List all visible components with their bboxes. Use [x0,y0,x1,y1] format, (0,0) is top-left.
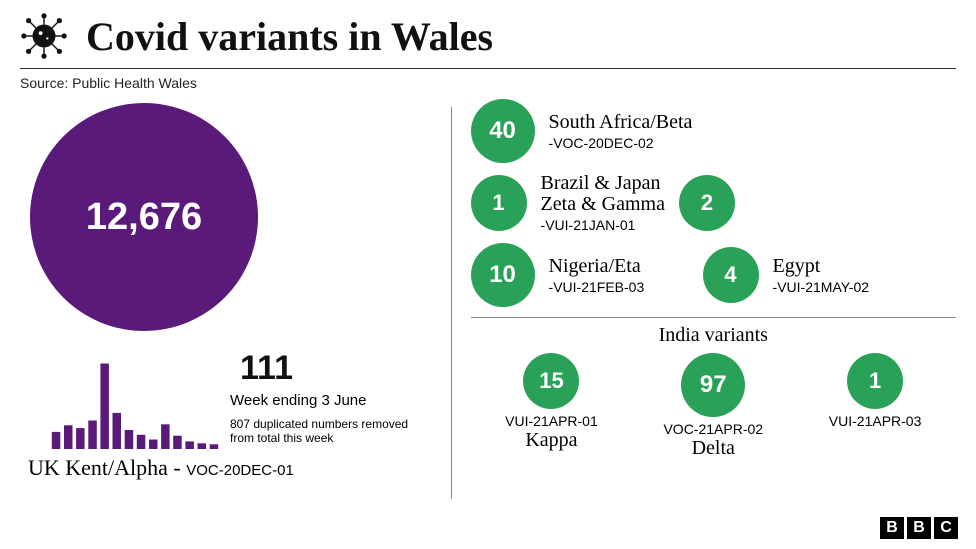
dedup-note: 807 duplicated numbers removed from tota… [230,417,410,446]
india-delta: 97 VOC-21APR-02 Delta [633,353,793,460]
page-title: Covid variants in Wales [86,13,493,60]
week-label: Week ending 3 June [230,392,410,409]
alpha-name: UK Kent/Alpha [28,455,168,480]
beta-code: -VOC-20DEC-02 [549,135,693,151]
body: 12,676 111 Week ending 3 June 807 duplic… [20,99,956,529]
zeta-code: -VUI-21JAN-01 [541,217,665,233]
variant-zeta-gamma: 1 Brazil & Japan Zeta & Gamma -VUI-21JAN… [471,173,956,233]
bars-row: 111 Week ending 3 June 807 duplicated nu… [20,349,441,449]
source-label: Source: Public Health Wales [20,75,956,91]
beta-circle: 40 [471,99,535,163]
zeta-name-l2: Zeta & Gamma [541,194,665,215]
delta-name: Delta [692,437,735,460]
left-panel: 12,676 111 Week ending 3 June 807 duplic… [20,99,451,529]
bbc-logo: B B C [880,517,958,539]
header: Covid variants in Wales [20,12,956,69]
alpha-code: VOC-20DEC-01 [186,462,294,479]
egypt-code: -VUI-21MAY-02 [773,279,869,295]
eta-name: Nigeria/Eta [549,256,689,277]
kappa-code: VUI-21APR-01 [505,413,598,429]
india-row: 15 VUI-21APR-01 Kappa 97 VOC-21APR-02 De… [471,353,956,460]
delta-circle: 97 [681,353,745,417]
delta-code: VOC-21APR-02 [663,421,763,437]
gamma-circle: 2 [679,175,735,231]
egypt-circle: 4 [703,247,759,303]
zeta-circle: 1 [471,175,527,231]
variant-eta-egypt: 10 Nigeria/Eta -VUI-21FEB-03 4 Egypt -VU… [471,243,956,307]
bbc-c: C [934,517,958,539]
kappa-name: Kappa [525,429,577,452]
week-value: 111 [240,349,410,388]
infographic-container: Covid variants in Wales Source: Public H… [0,0,976,549]
india3-code: VUI-21APR-03 [829,413,922,429]
eta-code: -VUI-21FEB-03 [549,279,689,295]
bbc-b2: B [907,517,931,539]
right-panel: 40 South Africa/Beta -VOC-20DEC-02 1 Bra… [451,99,956,529]
virus-icon [20,12,68,60]
india-divider [471,317,956,318]
alpha-count-value: 12,676 [86,196,202,239]
kappa-circle: 15 [523,353,579,409]
weekly-bar-chart [50,349,220,449]
india-third: 1 VUI-21APR-03 [795,353,955,460]
eta-circle: 10 [471,243,535,307]
india-kappa: 15 VUI-21APR-01 Kappa [471,353,631,460]
alpha-count-circle: 12,676 [30,103,258,331]
variant-beta: 40 South Africa/Beta -VOC-20DEC-02 [471,99,956,163]
bbc-b1: B [880,517,904,539]
india3-circle: 1 [847,353,903,409]
bars-text: 111 Week ending 3 June 807 duplicated nu… [230,349,410,446]
egypt-name: Egypt [773,256,869,277]
alpha-footer: UK Kent/Alpha - VOC-20DEC-01 [28,455,441,481]
beta-name: South Africa/Beta [549,112,693,133]
india-title: India variants [471,324,956,347]
zeta-name-l1: Brazil & Japan [541,173,665,194]
